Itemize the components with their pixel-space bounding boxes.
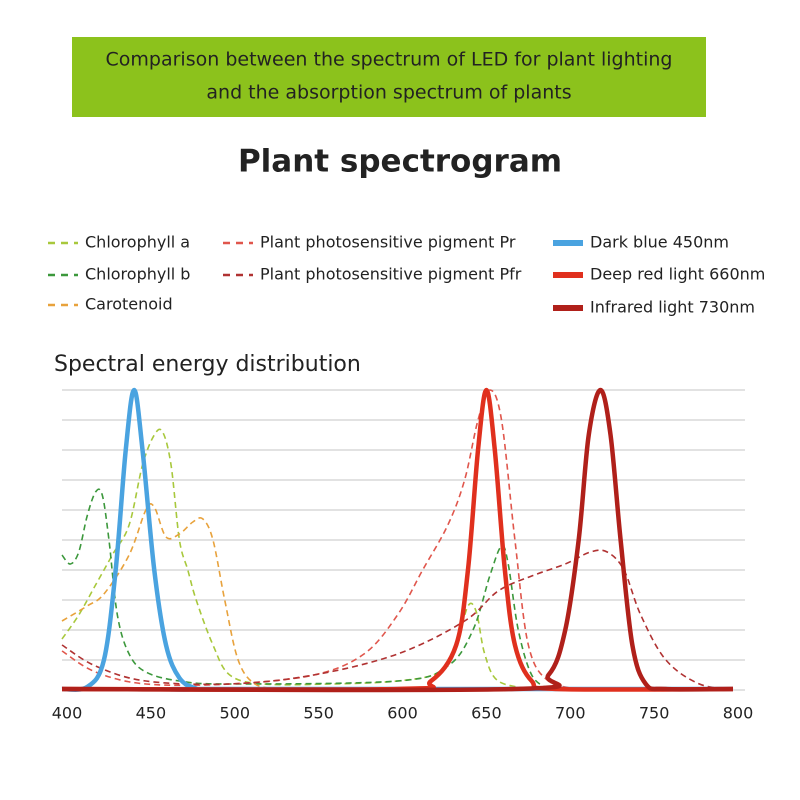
legend-label: Chlorophyll a — [85, 233, 190, 252]
series-line — [61, 488, 549, 690]
series-line — [61, 387, 734, 693]
x-tick-label: 600 — [387, 704, 418, 723]
x-tick-label: 450 — [136, 704, 167, 723]
legend-label: Carotenoid — [85, 295, 173, 314]
series-line — [61, 549, 734, 690]
legend-label: Plant photosensitive pigment Pfr — [260, 265, 522, 284]
x-tick-label: 800 — [723, 704, 754, 723]
legend-label: Dark blue 450nm — [590, 233, 729, 252]
legend-label: Infrared light 730nm — [590, 298, 755, 317]
banner — [72, 37, 706, 117]
banner-line: and the absorption spectrum of plants — [206, 82, 571, 104]
legend-label: Deep red light 660nm — [590, 265, 765, 284]
subtitle: Spectral energy distribution — [54, 352, 361, 377]
chart-title: Plant spectrogram — [238, 144, 562, 180]
x-tick-label: 400 — [52, 704, 83, 723]
x-tick-label: 700 — [555, 704, 586, 723]
legend-label: Plant photosensitive pigment Pr — [260, 233, 516, 252]
banner-line: Comparison between the spectrum of LED f… — [106, 49, 673, 71]
x-tick-label: 750 — [639, 704, 670, 723]
x-tick-label: 550 — [303, 704, 334, 723]
legend-label: Chlorophyll b — [85, 265, 190, 284]
x-tick-label: 650 — [471, 704, 502, 723]
series-line — [61, 503, 281, 690]
x-tick-label: 500 — [219, 704, 250, 723]
series-line — [61, 428, 532, 690]
